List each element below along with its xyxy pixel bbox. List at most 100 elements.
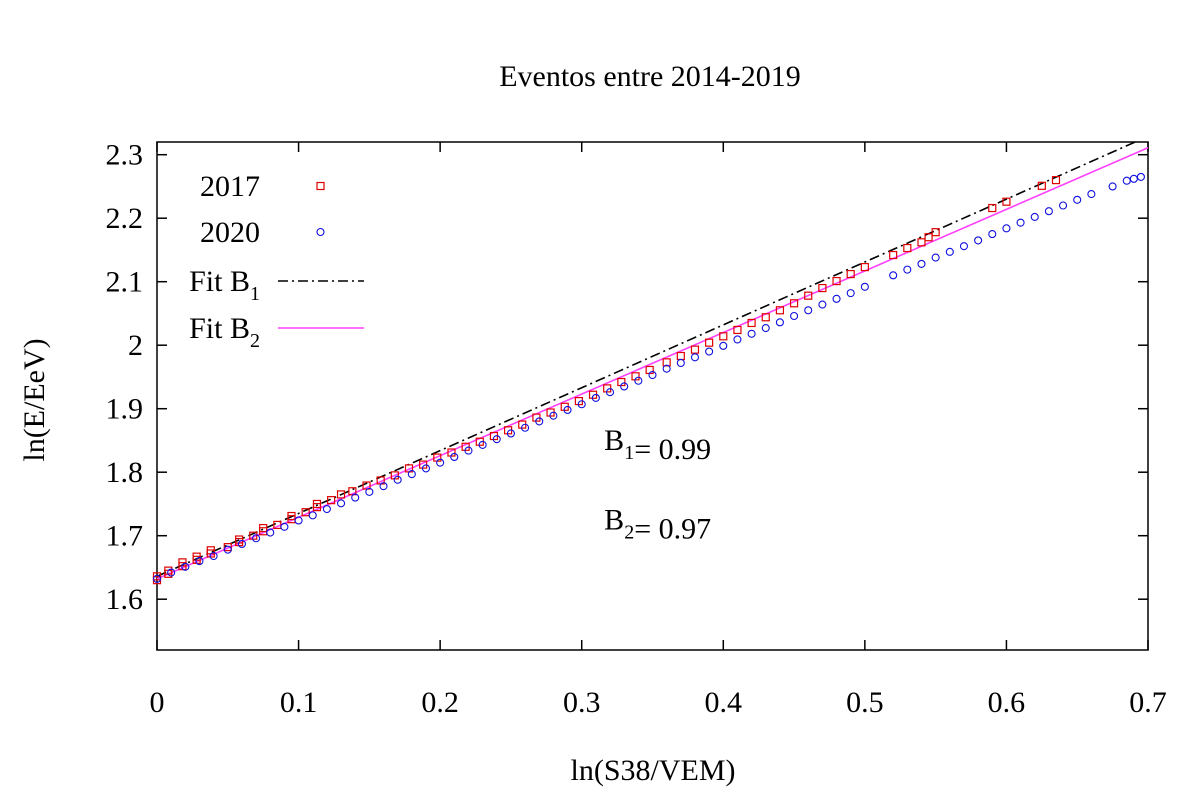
point-2020 <box>280 522 289 531</box>
y-tick-label: 2.1 <box>106 266 144 299</box>
point-2020 <box>832 294 841 303</box>
point-2020 <box>846 289 855 298</box>
point-2020 <box>563 405 572 415</box>
point-2020 <box>492 435 501 444</box>
axis-ticks: 0 0.1 0.2 0.3 0.4 0.5 0.6 0.7 1.6 1.7 1.8 1.9 2 2.1 2.… <box>106 139 1167 719</box>
plot-frame <box>156 141 1149 651</box>
point-2020 <box>535 417 544 426</box>
point-2020 <box>959 242 969 251</box>
point-2017 <box>733 325 742 335</box>
point-2020 <box>634 376 643 385</box>
point-2017 <box>662 358 671 367</box>
point-2020 <box>436 458 445 467</box>
point-2020 <box>393 475 402 484</box>
point-2017 <box>631 372 640 381</box>
point-2020 <box>889 271 898 280</box>
point-2020 <box>195 557 204 566</box>
point-2017 <box>846 269 855 279</box>
point-2020 <box>181 562 190 571</box>
point-2020 <box>733 335 742 344</box>
point-2020 <box>308 511 317 520</box>
point-2017 <box>924 233 933 242</box>
point-2020 <box>705 347 714 356</box>
point-2020 <box>266 528 275 537</box>
point-2020 <box>591 393 600 402</box>
point-2017 <box>761 313 770 322</box>
point-2017 <box>832 276 841 286</box>
point-2020 <box>1030 212 1039 221</box>
x-axis-label: ln(S38/VEM) <box>571 754 736 787</box>
legend-label-3: Fit B1 <box>189 265 260 305</box>
point-2020 <box>860 282 869 291</box>
point-2020 <box>1002 224 1011 233</box>
point-2017 <box>917 238 926 247</box>
point-2020 <box>407 470 416 479</box>
legend-label-1: 2017 <box>200 170 260 203</box>
fit-lines <box>157 142 1148 580</box>
x-tick-label: 0.3 <box>563 686 601 719</box>
point-2020 <box>1073 195 1082 204</box>
legend-swatch-2 <box>316 227 325 237</box>
legend-swatch-1 <box>316 181 325 191</box>
point-2020 <box>719 341 728 350</box>
point-2017 <box>804 291 813 300</box>
point-2017 <box>903 243 912 253</box>
y-tick-label: 2 <box>128 329 143 362</box>
point-2017 <box>705 338 714 347</box>
y-tick-label: 2.3 <box>106 139 144 172</box>
point-2017 <box>178 558 187 567</box>
point-2017 <box>775 306 785 315</box>
y-axis-label: ln(E/EeV) <box>18 338 51 461</box>
point-2020 <box>1129 174 1138 183</box>
point-2020 <box>365 487 374 496</box>
x-tick-label: 0.6 <box>988 686 1026 719</box>
y-tick-label: 1.7 <box>106 520 144 553</box>
fit-line-4 <box>157 146 1148 580</box>
point-2020 <box>662 364 671 373</box>
point-2020 <box>1059 201 1068 210</box>
point-2017 <box>235 535 244 544</box>
point-2017 <box>223 543 232 552</box>
legend-label-2: 2020 <box>200 216 260 249</box>
point-2020 <box>605 388 615 397</box>
x-tick-label: 0.2 <box>421 686 459 719</box>
point-2020 <box>464 446 473 455</box>
point-2020 <box>1108 182 1117 191</box>
point-2020 <box>209 551 218 561</box>
y-tick-label: 2.2 <box>106 202 144 235</box>
point-2017 <box>192 552 201 561</box>
annotation-b1: B1= 0.99 <box>604 424 711 466</box>
legend-label-4: Fit B2 <box>189 312 260 352</box>
point-2017 <box>390 471 399 480</box>
point-2020 <box>351 493 360 502</box>
point-2020 <box>152 574 162 583</box>
point-2020 <box>648 370 657 380</box>
point-2020 <box>252 534 261 543</box>
y-tick-label: 1.9 <box>106 393 144 426</box>
point-2017 <box>327 496 336 505</box>
point-2020 <box>804 306 813 315</box>
point-2017 <box>719 332 728 341</box>
point-2020 <box>775 318 784 327</box>
point-2020 <box>1044 207 1053 216</box>
point-2020 <box>167 568 176 577</box>
point-2020 <box>620 382 629 391</box>
x-tick-label: 0 <box>150 686 165 719</box>
x-tick-label: 0.7 <box>1129 686 1167 719</box>
point-2020 <box>931 253 940 262</box>
point-2020 <box>521 423 530 432</box>
point-2020 <box>790 311 799 321</box>
point-2020 <box>577 400 586 409</box>
point-2020 <box>549 411 558 420</box>
point-2020 <box>917 259 926 268</box>
point-2020 <box>903 265 912 274</box>
point-2020 <box>478 440 487 449</box>
point-2020 <box>322 504 331 514</box>
point-2017 <box>259 523 268 533</box>
point-2020 <box>421 464 431 473</box>
point-2020 <box>945 247 954 256</box>
point-2020 <box>676 358 685 368</box>
point-2017 <box>617 377 626 387</box>
point-2020 <box>1087 190 1096 199</box>
